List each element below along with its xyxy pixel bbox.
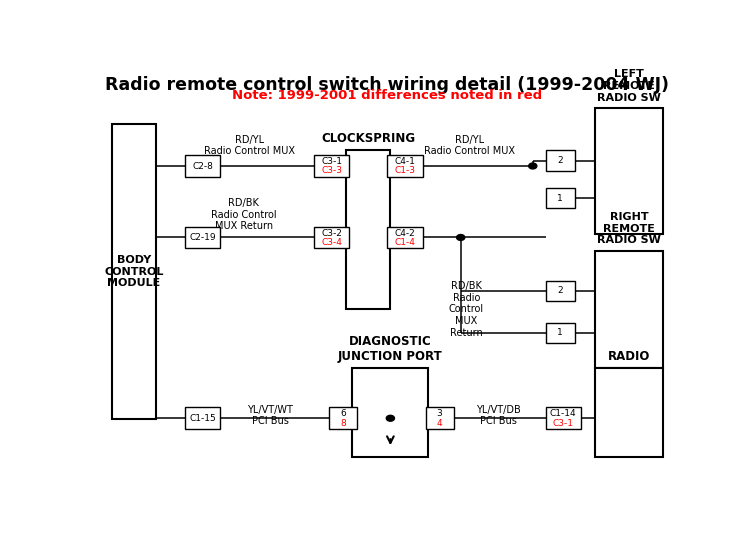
Text: RIGHT
REMOTE
RADIO SW: RIGHT REMOTE RADIO SW (597, 212, 661, 246)
Text: 2: 2 (557, 286, 563, 295)
Text: C2-19: C2-19 (190, 233, 216, 242)
Bar (112, 124, 156, 419)
Text: LEFT
REMOTE
RADIO SW: LEFT REMOTE RADIO SW (597, 69, 661, 103)
Bar (329, 407, 357, 429)
Text: C1-4: C1-4 (395, 238, 416, 247)
Text: RD/YL
Radio Control MUX: RD/YL Radio Control MUX (204, 135, 296, 156)
Bar (546, 188, 575, 209)
Text: 6: 6 (340, 410, 345, 418)
Text: RADIO: RADIO (608, 350, 650, 363)
Text: 4: 4 (437, 419, 442, 428)
Bar (185, 155, 221, 177)
Bar (387, 155, 423, 177)
Text: DIAGNOSTIC
JUNCTION PORT: DIAGNOSTIC JUNCTION PORT (338, 335, 443, 363)
Bar (596, 368, 663, 456)
Bar (596, 251, 663, 368)
Text: BODY
CONTROL
MODULE: BODY CONTROL MODULE (104, 255, 164, 288)
Text: C4-1: C4-1 (395, 157, 416, 166)
Circle shape (528, 163, 537, 169)
Bar (546, 151, 575, 170)
Text: C1-14: C1-14 (550, 410, 577, 418)
Bar (546, 407, 581, 429)
Bar (546, 281, 575, 301)
Bar (596, 108, 663, 234)
Bar (387, 227, 423, 248)
Circle shape (386, 416, 395, 421)
Text: C4-2: C4-2 (395, 229, 415, 238)
Circle shape (457, 235, 465, 240)
Text: C3-1: C3-1 (321, 157, 342, 166)
Text: RD/BK
Radio
Control
MUX
Return: RD/BK Radio Control MUX Return (449, 281, 484, 337)
Text: RD/BK
Radio Control
MUX Return: RD/BK Radio Control MUX Return (211, 198, 277, 232)
Text: 2: 2 (557, 156, 563, 165)
Bar (314, 155, 349, 177)
Text: C3-4: C3-4 (321, 238, 342, 247)
Text: C1-3: C1-3 (395, 167, 416, 175)
Bar (185, 227, 221, 248)
Text: C1-15: C1-15 (190, 414, 216, 423)
Bar (314, 227, 349, 248)
Bar (185, 407, 221, 429)
Text: 1: 1 (557, 194, 563, 203)
Text: C3-1: C3-1 (553, 419, 574, 428)
Text: Radio remote control switch wiring detail (1999-2004 WJ): Radio remote control switch wiring detai… (105, 76, 670, 94)
Text: 3: 3 (437, 410, 442, 418)
Text: C3-3: C3-3 (321, 167, 342, 175)
Text: 1: 1 (557, 328, 563, 337)
Text: YL/VT/DB
PCI Bus: YL/VT/DB PCI Bus (476, 405, 521, 426)
Bar (426, 407, 454, 429)
Text: C2-8: C2-8 (193, 162, 213, 170)
Text: C3-2: C3-2 (321, 229, 342, 238)
Text: Note: 1999-2001 differences noted in red: Note: 1999-2001 differences noted in red (232, 88, 543, 102)
Bar (352, 368, 429, 456)
Text: YL/VT/WT
PCI Bus: YL/VT/WT PCI Bus (247, 405, 293, 426)
Text: RD/YL
Radio Control MUX: RD/YL Radio Control MUX (424, 135, 515, 156)
Bar (546, 323, 575, 343)
Text: 8: 8 (340, 419, 345, 428)
Bar (346, 150, 390, 310)
Text: CLOCKSPRING: CLOCKSPRING (321, 132, 416, 145)
